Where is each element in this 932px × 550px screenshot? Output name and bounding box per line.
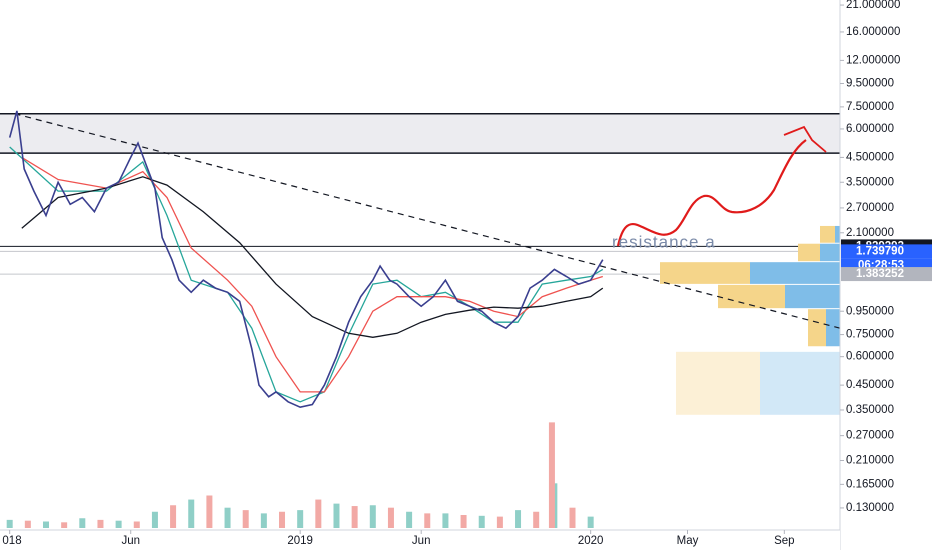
volume-bar xyxy=(133,521,140,528)
volume-bar xyxy=(478,515,485,528)
y-tick-label: 0.210000 xyxy=(846,455,894,467)
volume-bar xyxy=(548,422,555,528)
volume-bar xyxy=(6,519,13,528)
x-tick-label: Jun xyxy=(412,535,431,547)
profile-up xyxy=(808,309,826,347)
price-badge xyxy=(841,267,932,282)
volume-bar xyxy=(515,510,522,528)
y-tick-label: 2.700000 xyxy=(846,202,894,214)
zone-band xyxy=(0,113,840,154)
y-tick-label: 0.450000 xyxy=(846,379,894,391)
profile-up xyxy=(718,284,785,309)
volume-bar xyxy=(79,518,86,528)
profile-up xyxy=(798,243,820,262)
profile-down xyxy=(750,262,840,284)
volume-bar xyxy=(387,507,394,528)
price-line xyxy=(8,110,604,409)
volume-bar xyxy=(97,519,104,528)
y-tick-label: 0.600000 xyxy=(846,351,894,363)
volume-bar xyxy=(333,503,340,528)
y-tick-label: 16.000000 xyxy=(846,26,900,38)
x-tick-label: 2019 xyxy=(287,535,313,547)
volume-bar xyxy=(369,505,376,528)
y-tick-label: 9.500000 xyxy=(846,78,894,90)
profile-up xyxy=(660,262,750,284)
time-axis xyxy=(0,530,840,550)
profile-down xyxy=(760,351,840,415)
annotation-text: resistance a xyxy=(612,232,716,251)
moving-average xyxy=(21,156,603,393)
volume-bar xyxy=(279,511,286,528)
y-tick-label: 0.350000 xyxy=(846,404,894,416)
volume-bar xyxy=(569,507,576,528)
y-tick-label: 2.100000 xyxy=(846,227,894,239)
volume-bar xyxy=(188,499,195,528)
y-tick-label: 12.000000 xyxy=(846,54,900,66)
profile-down xyxy=(820,243,840,262)
volume-bar xyxy=(170,505,177,528)
y-tick-label: 0.130000 xyxy=(846,502,894,514)
profile-up xyxy=(820,225,835,243)
volume-bar xyxy=(587,516,594,528)
volume-bar xyxy=(351,506,358,528)
volume-bar xyxy=(151,511,158,528)
y-tick-label: 3.500000 xyxy=(846,176,894,188)
y-tick-label: 0.165000 xyxy=(846,478,894,490)
volume-bar xyxy=(242,510,249,528)
x-tick-label: 2020 xyxy=(578,535,604,547)
volume-bar xyxy=(61,522,68,528)
plot-area xyxy=(0,110,841,528)
volume-bar xyxy=(406,511,413,528)
x-tick-label: Sep xyxy=(774,535,794,547)
y-tick-label: 4.500000 xyxy=(846,151,894,163)
price-badge-label: 1.383252 xyxy=(856,268,904,280)
profile-down xyxy=(826,309,840,347)
price-badge-label: 1.739790 xyxy=(856,245,904,257)
volume-bar xyxy=(224,507,231,528)
volume-bar xyxy=(533,511,540,528)
volume-bar xyxy=(260,513,267,528)
profile-down xyxy=(785,284,840,309)
y-tick-label: 0.950000 xyxy=(846,305,894,317)
drawn-forecast xyxy=(616,139,807,247)
y-tick-label: 6.000000 xyxy=(846,123,894,135)
y-tick-label: 0.270000 xyxy=(846,430,894,442)
volume-bar xyxy=(206,495,213,528)
profile-down xyxy=(835,225,840,243)
volume-bar xyxy=(460,515,467,528)
y-tick-label: 21.000000 xyxy=(846,0,900,11)
x-tick-label: Jun xyxy=(121,535,140,547)
volume-bar xyxy=(24,520,31,528)
x-tick-label: 018 xyxy=(2,535,21,547)
drawn-arrow xyxy=(783,125,827,153)
profile-up xyxy=(676,351,760,415)
volume-bar xyxy=(442,513,449,528)
y-tick-label: 0.750000 xyxy=(846,329,894,341)
y-tick-label: 7.500000 xyxy=(846,101,894,113)
volume-bar xyxy=(42,521,49,528)
volume-bar xyxy=(496,516,503,528)
volume-bar xyxy=(315,499,322,528)
volume-bar xyxy=(297,510,304,528)
x-tick-label: May xyxy=(677,535,699,547)
volume-bar xyxy=(424,513,431,528)
volume-bar xyxy=(115,520,122,528)
price-badge xyxy=(841,244,932,259)
